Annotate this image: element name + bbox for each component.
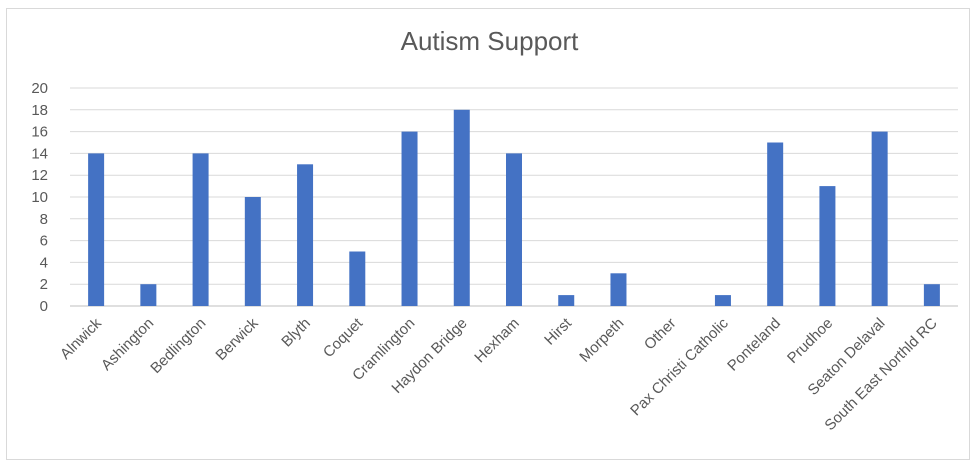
bars — [88, 110, 940, 306]
x-category-label: Morpeth — [576, 315, 627, 366]
bar — [140, 284, 156, 306]
y-tick-label: 18 — [31, 102, 48, 119]
y-tick-label: 10 — [31, 189, 48, 206]
bar — [715, 295, 731, 306]
y-tick-label: 8 — [40, 211, 48, 228]
y-tick-label: 0 — [40, 298, 48, 315]
bar — [402, 132, 418, 306]
bar — [767, 143, 783, 307]
y-tick-label: 2 — [40, 276, 48, 293]
bar — [872, 132, 888, 306]
bar — [349, 252, 365, 307]
y-tick-label: 20 — [31, 80, 48, 97]
bar — [924, 284, 940, 306]
bar — [297, 164, 313, 306]
bar — [506, 153, 522, 306]
x-category-label: Bedlington — [147, 315, 209, 377]
x-category-label: Coquet — [320, 314, 367, 361]
y-tick-label: 14 — [31, 145, 48, 162]
x-category-label: Blyth — [278, 315, 314, 351]
bar — [558, 295, 574, 306]
bar — [245, 197, 261, 306]
x-category-label: Berwick — [212, 314, 262, 364]
bar — [193, 153, 209, 306]
x-category-label: Prudhoe — [784, 315, 836, 367]
x-category-label: Alnwick — [57, 314, 105, 362]
y-tick-label: 4 — [40, 254, 48, 271]
bar — [454, 110, 470, 306]
x-category-label: Ponteland — [724, 315, 784, 375]
x-category-label: Pax Christi Catholic — [627, 314, 732, 419]
x-category-label: Other — [641, 315, 680, 354]
bar — [610, 273, 626, 306]
y-axis-ticks: 0 2 4 6 8 10 12 14 16 18 20 — [31, 80, 48, 315]
x-category-label: Hexham — [471, 315, 523, 367]
x-category-label: Hirst — [541, 314, 575, 348]
bar — [88, 153, 104, 306]
y-tick-label: 16 — [31, 124, 48, 141]
y-tick-label: 6 — [40, 233, 48, 250]
bar — [819, 186, 835, 306]
y-tick-label: 12 — [31, 167, 48, 184]
